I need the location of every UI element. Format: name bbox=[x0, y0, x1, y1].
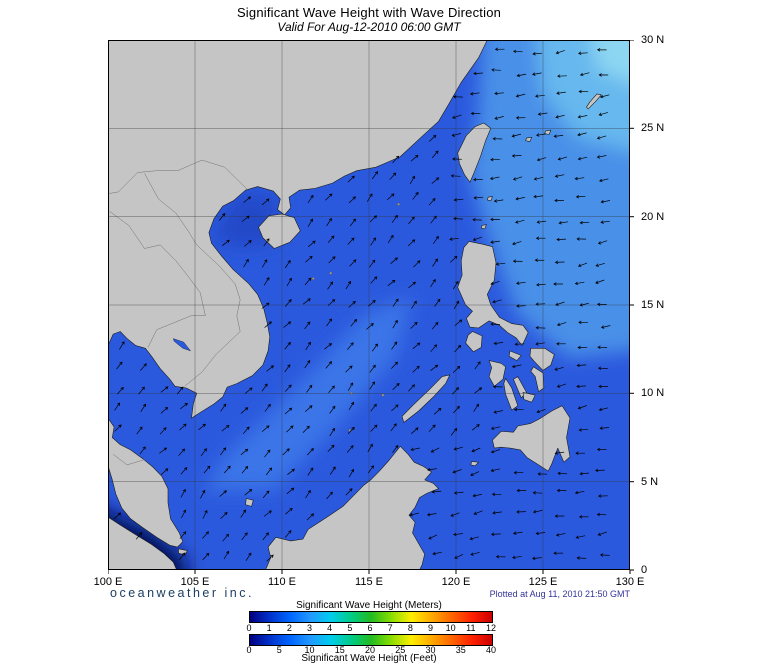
feet-tick: 30 bbox=[425, 645, 436, 655]
meters-tick-row: 0 1 2 3 4 5 6 7 8 9 10 11 12 bbox=[246, 623, 496, 634]
lon-label: 120 E bbox=[441, 576, 471, 588]
land-masses bbox=[108, 40, 602, 570]
lat-label: 25 N bbox=[641, 122, 665, 134]
lat-label: 30 N bbox=[641, 34, 665, 46]
meters-tick: 1 bbox=[266, 623, 272, 633]
plotted-timestamp: Plotted at Aug 11, 2010 21:50 GMT bbox=[489, 589, 630, 599]
meters-tick: 7 bbox=[387, 623, 393, 633]
map-svg bbox=[107, 39, 634, 574]
legend-feet-label: Significant Wave Height (Feet) bbox=[301, 653, 437, 664]
lat-label: 10 N bbox=[641, 387, 665, 399]
lon-label: 130 E bbox=[615, 576, 645, 588]
lon-label: 100 E bbox=[93, 576, 123, 588]
feet-tick: 40 bbox=[485, 645, 497, 655]
feet-tick: 10 bbox=[304, 645, 315, 655]
meters-tick: 2 bbox=[286, 623, 292, 633]
map-frame bbox=[108, 40, 630, 570]
axis-ticks bbox=[107, 39, 634, 574]
lat-label: 0 bbox=[641, 564, 648, 576]
chart-title: Significant Wave Height with Wave Direct… bbox=[236, 5, 502, 20]
meters-tick: 12 bbox=[485, 623, 497, 633]
meters-tick: 5 bbox=[347, 623, 353, 633]
lat-label: 20 N bbox=[641, 211, 665, 223]
feet-colorbar bbox=[249, 634, 493, 646]
meters-colorbar bbox=[249, 611, 493, 623]
meters-tick: 4 bbox=[327, 623, 333, 633]
feet-tick-row: 0 5 10 15 20 25 30 35 40 bbox=[246, 645, 496, 656]
lat-label: 5 N bbox=[641, 476, 659, 488]
graticule bbox=[108, 40, 630, 570]
meters-tick: 6 bbox=[367, 623, 373, 633]
oceanweather-logo: oceanweather inc. bbox=[110, 586, 254, 600]
feet-tick: 0 bbox=[246, 645, 252, 655]
legend-meters-label: Significant Wave Height (Meters) bbox=[296, 600, 442, 611]
lon-label: 105 E bbox=[180, 576, 210, 588]
meters-tick: 11 bbox=[466, 623, 476, 633]
lat-label: 15 N bbox=[641, 299, 665, 311]
feet-tick: 15 bbox=[334, 645, 345, 655]
chart-subtitle: Valid For Aug-12-2010 06:00 GMT bbox=[277, 20, 461, 34]
wave-height-map bbox=[107, 39, 638, 578]
meters-tick: 8 bbox=[407, 623, 413, 633]
feet-tick: 25 bbox=[395, 645, 406, 655]
meters-tick: 0 bbox=[246, 623, 252, 633]
wave-direction-arrows bbox=[113, 47, 611, 562]
lon-label: 125 E bbox=[528, 576, 558, 588]
country-borders bbox=[108, 159, 248, 466]
meters-tick: 10 bbox=[445, 623, 456, 633]
feet-tick: 35 bbox=[455, 645, 466, 655]
lon-label: 115 E bbox=[355, 576, 383, 588]
meters-tick: 9 bbox=[427, 623, 434, 633]
feet-tick: 20 bbox=[364, 645, 376, 655]
feet-tick: 5 bbox=[276, 645, 282, 655]
meters-tick: 3 bbox=[306, 623, 313, 633]
lon-label: 110 E bbox=[268, 576, 296, 588]
lake-tonle-sap bbox=[172, 338, 192, 352]
